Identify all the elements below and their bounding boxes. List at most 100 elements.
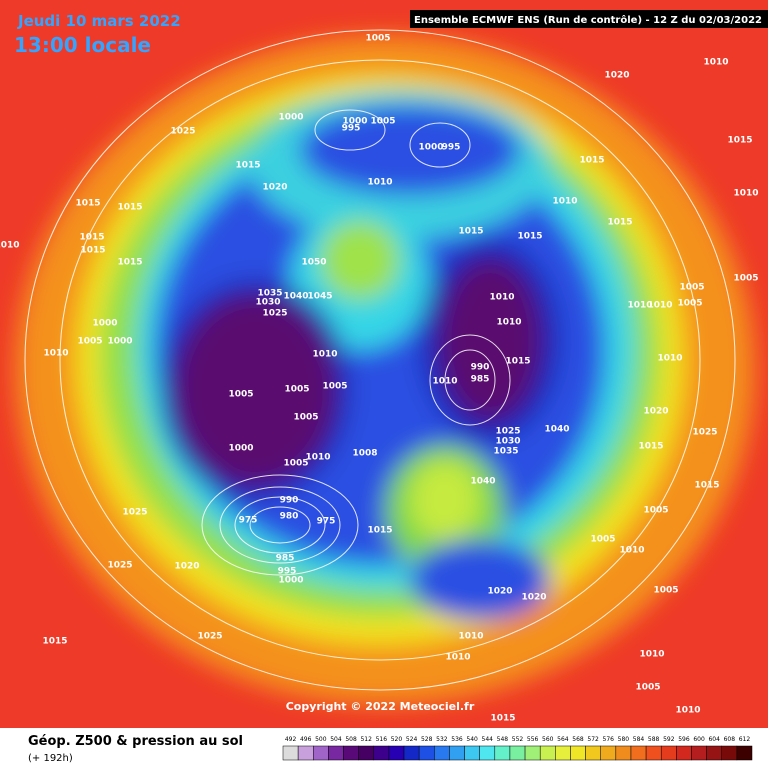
colorbar-swatch [328, 745, 344, 761]
isobar-label: 1035 [493, 447, 518, 457]
isobar-label: 1015 [505, 357, 530, 367]
colorbar-swatch [721, 745, 738, 761]
isobar-label: 1015 [607, 218, 632, 228]
colorbar-label: 596 [678, 736, 690, 743]
colorbar-label: 608 [724, 736, 736, 743]
geopotential-field [15, 35, 755, 705]
isobar-label: 1010 [733, 189, 758, 199]
colorbar-label: 576 [603, 736, 615, 743]
isobar-label: 1005 [590, 535, 615, 545]
isobar-label: 1025 [170, 127, 195, 137]
isobar-label: 1000 [418, 143, 443, 153]
isobar-label: 1005 [677, 299, 702, 309]
isobar-label: 1015 [694, 481, 719, 491]
isobar-label: 1025 [107, 561, 132, 571]
isobar-label: 1005 [77, 337, 102, 347]
isobar-label: 1040 [283, 292, 308, 302]
isobar-label: 995 [342, 124, 361, 134]
colorbar-swatch [585, 745, 601, 761]
colorbar-label: 568 [572, 736, 584, 743]
colorbar-label: 532 [436, 736, 448, 743]
isobar-label: 1010 [0, 241, 20, 251]
colorbar-label: 520 [391, 736, 403, 743]
isobar-label: 1010 [312, 350, 337, 360]
colorbar-label: 508 [345, 736, 357, 743]
colorbar-swatch [600, 745, 617, 761]
lead-time: (+ 192h) [28, 753, 73, 764]
colorbar-swatch [494, 745, 511, 761]
isobar-label: 1025 [495, 427, 520, 437]
colorbar-swatch [645, 745, 662, 761]
isobar-label: 985 [471, 375, 490, 385]
colorbar-swatch [388, 745, 405, 761]
colorbar-swatch [434, 745, 450, 761]
colorbar-label: 536 [451, 736, 463, 743]
isobar-label: 1015 [490, 714, 515, 724]
colorbar: 492 496 500 504 508 512 516 520 524 528 532 536 540 5… [282, 736, 753, 761]
isobar-label: 1045 [307, 292, 332, 302]
isobar-label: 1010 [639, 650, 664, 660]
isobar-label: 1008 [352, 449, 377, 459]
colorbar-label: 552 [512, 736, 524, 743]
isobar-label: 1015 [75, 199, 100, 209]
isobar-label: 975 [317, 517, 336, 527]
isobar-label: 1000 [92, 319, 117, 329]
isobar-label: 1005 [635, 683, 660, 693]
isobar-label: 1005 [228, 390, 253, 400]
isobar-label: 1030 [255, 298, 280, 308]
colorbar-label: 572 [587, 736, 599, 743]
isobar-label: 1025 [262, 309, 287, 319]
colorbar-label: 524 [406, 736, 418, 743]
colorbar-swatch [343, 745, 359, 761]
isobar-label: 975 [239, 516, 258, 526]
colorbar-swatch [464, 745, 480, 761]
colorbar-label: 544 [482, 736, 494, 743]
colorbar-swatch [313, 745, 329, 761]
isobar-label: 1035 [257, 289, 282, 299]
colorbar-swatch [524, 745, 541, 761]
colorbar-label: 540 [466, 736, 478, 743]
isobar-label: 1050 [301, 258, 326, 268]
isobar-label: 985 [276, 554, 295, 564]
colorbar-label: 584 [633, 736, 645, 743]
colorbar-swatch [691, 745, 707, 761]
isobar-label: 990 [471, 363, 490, 373]
isobar-label: 1005 [679, 283, 704, 293]
isobar-label: 1010 [489, 293, 514, 303]
isobars [24, 29, 736, 691]
isobar-label: 1005 [733, 274, 758, 284]
colorbar-swatch [373, 745, 390, 761]
isobar-label: 1005 [653, 586, 678, 596]
colorbar-swatch [449, 745, 465, 761]
model: Ensemble ECMWF ENS (Run de contrôle) - 1… [414, 14, 762, 26]
colorbar-label: 516 [376, 736, 388, 743]
colorbar-swatch [676, 745, 692, 761]
isobar-label: 1025 [692, 428, 717, 438]
isobar-label: 1040 [544, 425, 569, 435]
isobar-label: 1000 [342, 117, 367, 127]
isobar-label: 1020 [174, 562, 199, 572]
copyright: Copyright © 2022 Meteociel.fr [286, 700, 475, 713]
isobar-label: 1010 [657, 354, 682, 364]
colorbar-swatch [555, 745, 571, 761]
footer-title: Géop. Z500 & pression au sol [28, 734, 243, 749]
colorbar-label: 588 [648, 736, 660, 743]
isobar-label: 1010 [43, 349, 68, 359]
isobar-label: 1010 [552, 197, 577, 207]
colorbar-swatch [479, 745, 496, 761]
colorbar-swatch [358, 745, 375, 761]
colorbar-label: 528 [421, 736, 433, 743]
isobar-label: 1010 [496, 318, 521, 328]
isobar-label: 1015 [117, 258, 142, 268]
colorbar-label: 600 [693, 736, 705, 743]
isobar-label: 1020 [643, 407, 668, 417]
colorbar-label: 548 [497, 736, 509, 743]
isobar-label: 1025 [197, 632, 222, 642]
isobar-label: 1015 [727, 136, 752, 146]
colorbar-swatch [297, 745, 314, 761]
isobar-label: 1020 [521, 593, 546, 603]
isobar-label: 1010 [445, 653, 470, 663]
time: 13:00 locale [14, 33, 151, 57]
